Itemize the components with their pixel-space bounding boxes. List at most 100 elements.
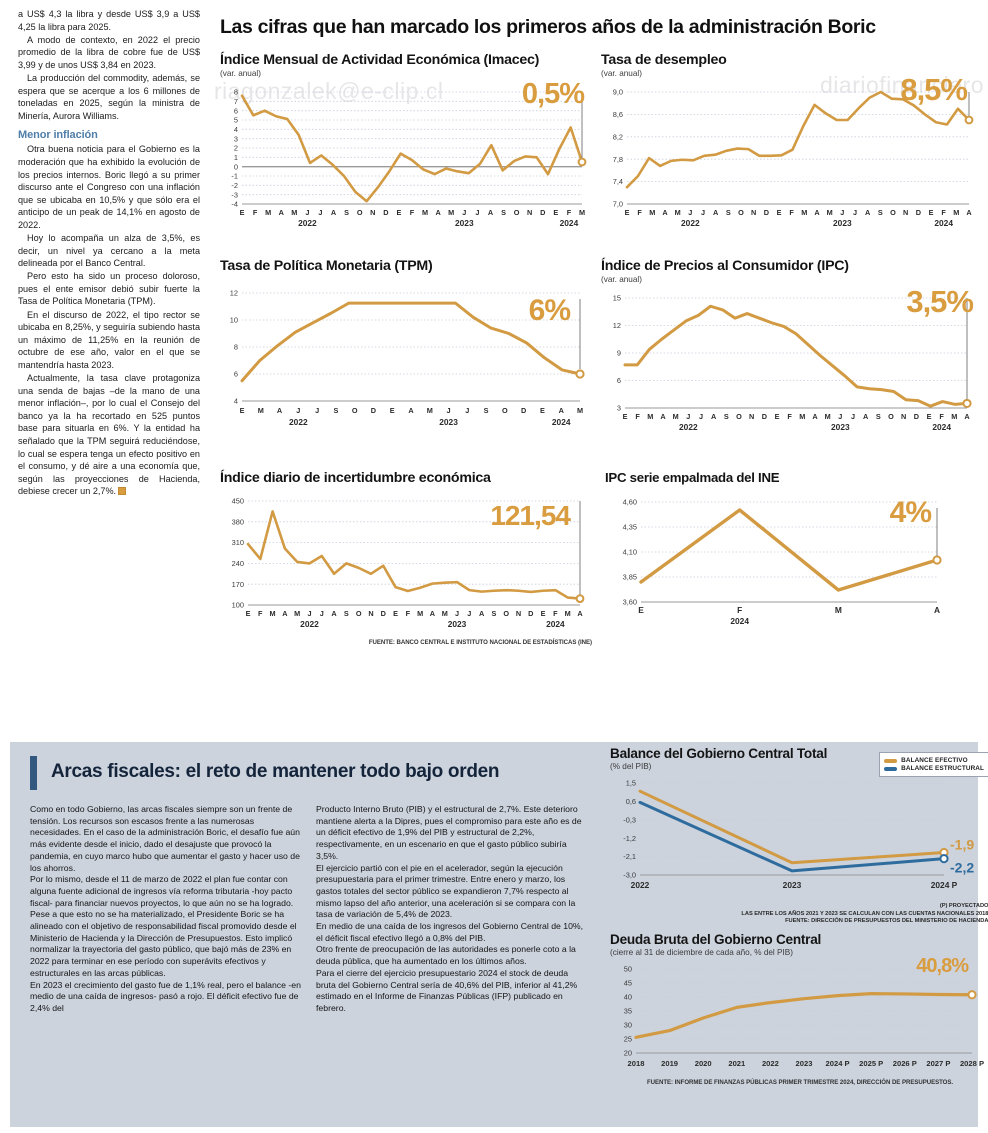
svg-text:A: A — [408, 406, 414, 415]
svg-text:-1,2: -1,2 — [623, 834, 636, 843]
svg-text:S: S — [491, 609, 496, 618]
svg-text:2028 P: 2028 P — [960, 1059, 984, 1068]
svg-text:A: A — [964, 412, 970, 421]
paragraph: Pero esto ha sido un proceso doloroso, p… — [18, 271, 200, 307]
svg-text:E: E — [390, 406, 395, 415]
paragraph: A modo de contexto, en 2022 el precio pr… — [18, 34, 200, 70]
svg-text:J: J — [307, 609, 311, 618]
svg-text:J: J — [851, 412, 855, 421]
svg-text:8: 8 — [234, 343, 238, 352]
svg-text:S: S — [333, 406, 338, 415]
paragraph: Hoy lo acompaña un alza de 3,5%, es deci… — [18, 233, 200, 269]
svg-text:D: D — [371, 406, 376, 415]
svg-text:E: E — [777, 208, 782, 217]
svg-text:M: M — [417, 609, 423, 618]
svg-text:0: 0 — [234, 162, 238, 171]
svg-text:4: 4 — [234, 125, 238, 134]
svg-text:M: M — [422, 208, 428, 217]
chart-subtitle: (cierre al 31 de diciembre de cada año, … — [610, 947, 793, 957]
paragraph: a US$ 4,3 la libra y desde US$ 3,9 a US$… — [18, 9, 200, 32]
svg-text:E: E — [240, 406, 245, 415]
svg-text:2018: 2018 — [628, 1059, 645, 1068]
svg-text:M: M — [291, 208, 297, 217]
svg-text:S: S — [724, 412, 729, 421]
balance-svg: 1,5 0,6 -0,3 -1,2 -2,1 -3,0 -1,9 -2,2 2022 202… — [623, 779, 974, 890]
svg-text:S: S — [484, 406, 489, 415]
svg-text:A: A — [814, 208, 820, 217]
fiscal-column-2: Producto Interno Bruto (PIB) y el estruc… — [316, 804, 588, 1015]
svg-text:J: J — [320, 609, 324, 618]
callout-value: 4% — [889, 496, 932, 529]
chart-title: Índice Mensual de Actividad Económica (I… — [220, 52, 540, 68]
svg-text:2023: 2023 — [455, 218, 474, 228]
svg-text:O: O — [888, 412, 894, 421]
svg-text:100: 100 — [232, 601, 244, 610]
svg-text:D: D — [916, 208, 921, 217]
callout-value: 0,5% — [521, 78, 585, 110]
svg-text:M: M — [258, 406, 264, 415]
svg-text:J: J — [296, 406, 300, 415]
svg-text:45: 45 — [624, 978, 632, 987]
page-title: Las cifras que han marcado los primeros … — [220, 16, 876, 38]
svg-text:N: N — [749, 412, 754, 421]
svg-text:J: J — [838, 412, 842, 421]
svg-text:S: S — [344, 609, 349, 618]
svg-text:E: E — [638, 605, 644, 615]
svg-text:M: M — [825, 412, 831, 421]
svg-text:9,0: 9,0 — [613, 88, 623, 97]
svg-text:A: A — [430, 609, 436, 618]
svg-text:A: A — [331, 208, 337, 217]
paragraph: En 2023 el crecimiento del gasto fue de … — [30, 979, 301, 1013]
svg-text:2024: 2024 — [932, 422, 951, 432]
article-left-column: a US$ 4,3 la libra y desde US$ 3,9 a US$… — [18, 8, 200, 498]
svg-text:A: A — [488, 208, 494, 217]
legend-label: BALANCE EFECTIVO — [901, 757, 968, 764]
svg-text:M: M — [951, 412, 957, 421]
svg-text:450: 450 — [232, 497, 244, 506]
svg-text:M: M — [649, 208, 655, 217]
fiscal-article: Arcas fiscales: el reto de mantener todo… — [30, 756, 595, 1015]
svg-text:7,0: 7,0 — [613, 200, 623, 209]
svg-text:2023: 2023 — [831, 422, 850, 432]
svg-text:M: M — [579, 208, 585, 217]
svg-text:2022: 2022 — [631, 880, 650, 890]
svg-text:2024: 2024 — [546, 619, 565, 629]
fiscal-charts: Balance del Gobierno Central Total (% de… — [610, 746, 988, 1086]
chart-title: IPC serie empalmada del INE — [605, 470, 780, 485]
plot-area: 1,5 0,6 -0,3 -1,2 -2,1 -3,0 -1,9 -2,2 2022 202… — [610, 773, 988, 901]
svg-text:S: S — [876, 412, 881, 421]
svg-text:J: J — [840, 208, 844, 217]
section-subheading: Menor inflación — [18, 129, 98, 142]
chart-title: Índice de Precios al Consumidor (IPC) — [601, 258, 849, 274]
callout-value: 40,8% — [916, 954, 969, 977]
svg-text:J: J — [465, 406, 469, 415]
svg-text:A: A — [577, 609, 583, 618]
legend-item: BALANCE EFECTIVO — [884, 757, 984, 764]
svg-text:7: 7 — [234, 97, 238, 106]
legend-label: BALANCE ESTRUCTURAL — [901, 765, 984, 772]
svg-text:O: O — [352, 406, 358, 415]
paragraph: En el discurso de 2022, el tipo rector s… — [18, 309, 200, 370]
plot-area: 3,60 3,85 4,10 4,35 4,60 E F M A 2024 — [605, 486, 979, 638]
chart-source: FUENTE: BANCO CENTRAL E INSTITUTO NACION… — [368, 639, 592, 646]
svg-text:E: E — [240, 208, 245, 217]
svg-text:J: J — [318, 208, 322, 217]
svg-text:6: 6 — [617, 376, 621, 385]
svg-text:7,8: 7,8 — [613, 155, 623, 164]
plot-area: 20 25 30 35 40 45 50 2018 2019 2020 2021 2022 2023 2… — [610, 957, 988, 1079]
svg-text:E: E — [775, 412, 780, 421]
svg-text:4: 4 — [234, 397, 238, 406]
svg-text:8,2: 8,2 — [613, 132, 623, 141]
svg-text:M: M — [799, 412, 805, 421]
svg-text:M: M — [953, 208, 959, 217]
chart-deuda-bruta: Deuda Bruta del Gobierno Central (cierre… — [610, 932, 988, 1086]
svg-text:15: 15 — [613, 294, 621, 303]
svg-text:1: 1 — [234, 153, 238, 162]
svg-text:F: F — [410, 208, 415, 217]
svg-text:F: F — [737, 605, 742, 615]
svg-text:2027 P: 2027 P — [926, 1059, 950, 1068]
svg-text:380: 380 — [232, 517, 244, 526]
svg-text:E: E — [246, 609, 251, 618]
